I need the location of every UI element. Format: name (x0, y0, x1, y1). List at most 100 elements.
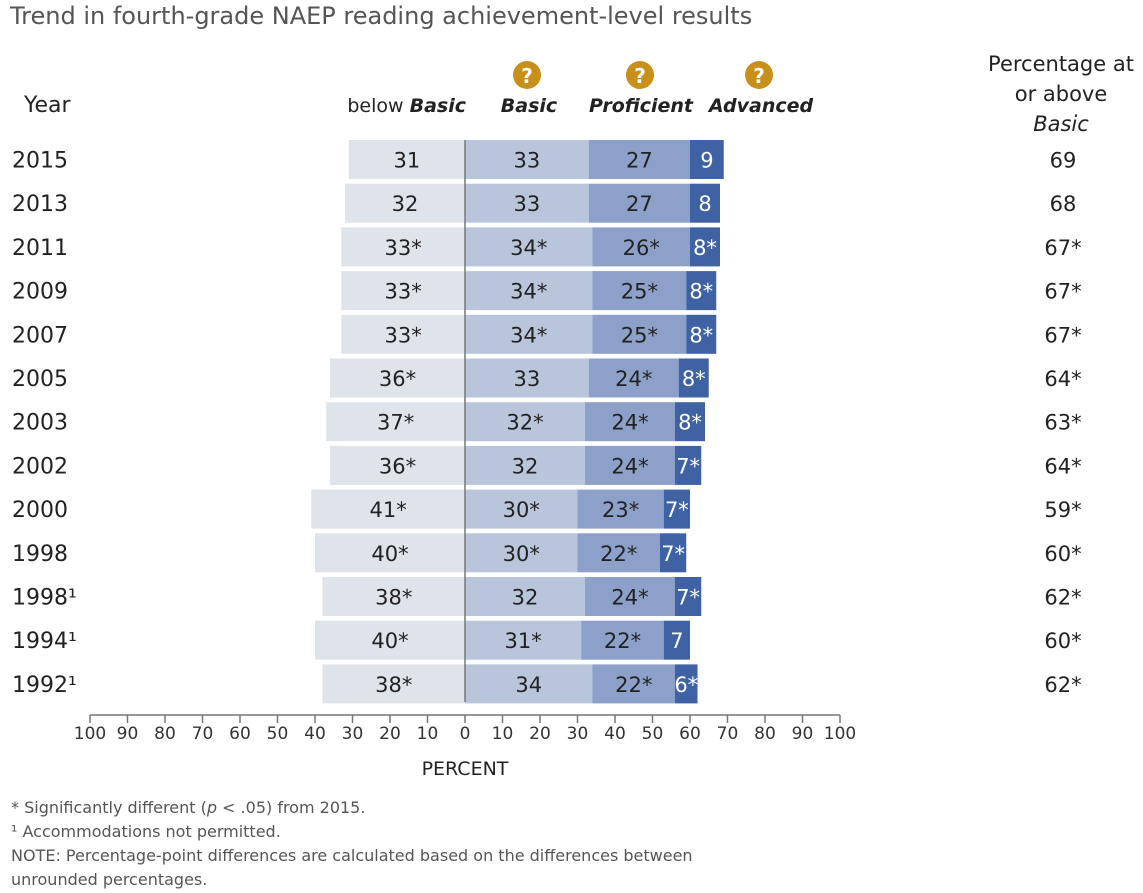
year-label: 1998 (12, 542, 68, 567)
chart-row: 1994¹ 40* 31* 22* 7 60* (12, 620, 1082, 660)
below-basic-bar (322, 577, 465, 616)
pct-header-line3: Basic (1033, 112, 1089, 136)
proficient-bar (592, 664, 675, 704)
pct-header-line2: or above (1015, 82, 1108, 106)
below-basic-value: 37* (377, 411, 414, 435)
chart-row: 1992¹ 38* 34 22* 6* 62* (12, 664, 1082, 704)
below-basic-bar (341, 271, 465, 311)
x-axis-label: PERCENT (422, 758, 509, 780)
proficient-value: 24* (611, 586, 648, 610)
proficient-value: 24* (615, 367, 652, 391)
x-tick-label: 70 (717, 724, 739, 744)
proficient-bar (588, 183, 690, 223)
advanced-value: 8 (698, 192, 711, 216)
advanced-bar (675, 664, 698, 704)
below-basic-value: 32 (392, 192, 419, 216)
proficient-help-icon[interactable]: ? (626, 61, 654, 89)
pct-at-or-above-value: 67* (1044, 323, 1081, 347)
basic-value: 30* (503, 542, 540, 566)
below-basic-bar (341, 314, 465, 354)
proficient-value: 22* (615, 673, 652, 697)
x-tick-label: 40 (604, 724, 626, 744)
advanced-value: 8* (689, 280, 713, 304)
advanced-bar (675, 402, 705, 442)
proficient-bar (577, 489, 664, 529)
year-label: 2000 (12, 498, 68, 523)
basic-bar (465, 271, 593, 311)
advanced-value: 9 (700, 149, 713, 173)
basic-bar (465, 577, 585, 616)
basic-help-icon[interactable]: ? (513, 61, 541, 89)
proficient-value: 24* (611, 411, 648, 435)
chart-row: 2003 37* 32* 24* 8* 63* (12, 402, 1082, 442)
advanced-value: 8* (678, 411, 702, 435)
advanced-value: 8* (689, 323, 713, 347)
below-basic-value: 36* (379, 454, 416, 478)
basic-value: 33 (514, 192, 541, 216)
pct-at-or-above-value: 64* (1044, 367, 1081, 391)
basic-bar (465, 402, 585, 442)
chart-row: 2007 33* 34* 25* 8* 67* (12, 314, 1082, 354)
advanced-value: 8* (682, 367, 706, 391)
pct-at-or-above-value: 60* (1044, 629, 1081, 653)
x-tick-label: 90 (792, 724, 814, 744)
basic-bar (465, 664, 593, 704)
proficient-bar (585, 402, 675, 442)
x-tick-label: 60 (229, 724, 251, 744)
x-tick-label: 40 (304, 724, 326, 744)
below-basic-bar (341, 227, 465, 267)
basic-value: 30* (503, 498, 540, 522)
column-headers: Year below Basic Basic Proficient Advanc… (23, 52, 1134, 136)
basic-bar (465, 358, 589, 398)
basic-bar (465, 140, 589, 179)
proficient-bar (588, 358, 679, 398)
proficient-bar (585, 445, 675, 485)
advanced-help-icon[interactable]: ? (745, 61, 773, 89)
proficient-bar (577, 533, 660, 573)
pct-at-or-above-value: 67* (1044, 236, 1081, 260)
note-line-2: unrounded percentages. (11, 870, 208, 889)
chart-row: 2013 32 33 27 8 68 (12, 183, 1076, 223)
basic-value: 34* (510, 280, 547, 304)
x-tick-label: 100 (824, 724, 856, 744)
below-basic-bar (315, 533, 465, 573)
proficient-value: 27 (626, 149, 653, 173)
below-basic-value: 41* (370, 498, 407, 522)
below-basic-bar (322, 664, 465, 704)
basic-value: 32 (512, 586, 539, 610)
below-basic-value: 31 (394, 149, 421, 173)
advanced-bar (675, 577, 702, 616)
basic-value: 34* (510, 323, 547, 347)
svg-text:?: ? (634, 64, 646, 88)
below-basic-value: 38* (375, 673, 412, 697)
below-basic-bar (326, 402, 465, 442)
chart-row: 1998¹ 38* 32 24* 7* 62* (12, 577, 1082, 616)
x-tick-label: 30 (567, 724, 589, 744)
advanced-bar (690, 140, 724, 179)
below-basic-header: below Basic (347, 95, 466, 117)
x-tick-label: 90 (117, 724, 139, 744)
year-label: 2015 (12, 149, 68, 174)
below-basic-value: 40* (371, 542, 408, 566)
year-header: Year (23, 93, 72, 118)
chart-row: 2011 33* 34* 26* 8* 67* (12, 227, 1082, 267)
basic-value: 34 (515, 673, 542, 697)
below-basic-bar (311, 489, 465, 529)
proficient-header: Proficient (589, 95, 694, 117)
advanced-value: 7* (676, 454, 700, 478)
below-basic-bar (315, 620, 465, 660)
proficient-bar (592, 271, 687, 311)
chart-row: 2005 36* 33 24* 8* 64* (12, 358, 1082, 398)
advanced-bar (686, 271, 717, 311)
basic-value: 32 (512, 454, 539, 478)
x-tick-label: 60 (679, 724, 701, 744)
basic-value: 31* (505, 629, 542, 653)
below-basic-value: 38* (375, 586, 412, 610)
proficient-value: 27 (626, 192, 653, 216)
x-tick-label: 20 (379, 724, 401, 744)
x-tick-label: 70 (192, 724, 214, 744)
advanced-bar (663, 489, 690, 529)
proficient-value: 26* (623, 236, 660, 260)
year-label: 2007 (12, 323, 68, 348)
below-basic-bar (345, 183, 465, 223)
